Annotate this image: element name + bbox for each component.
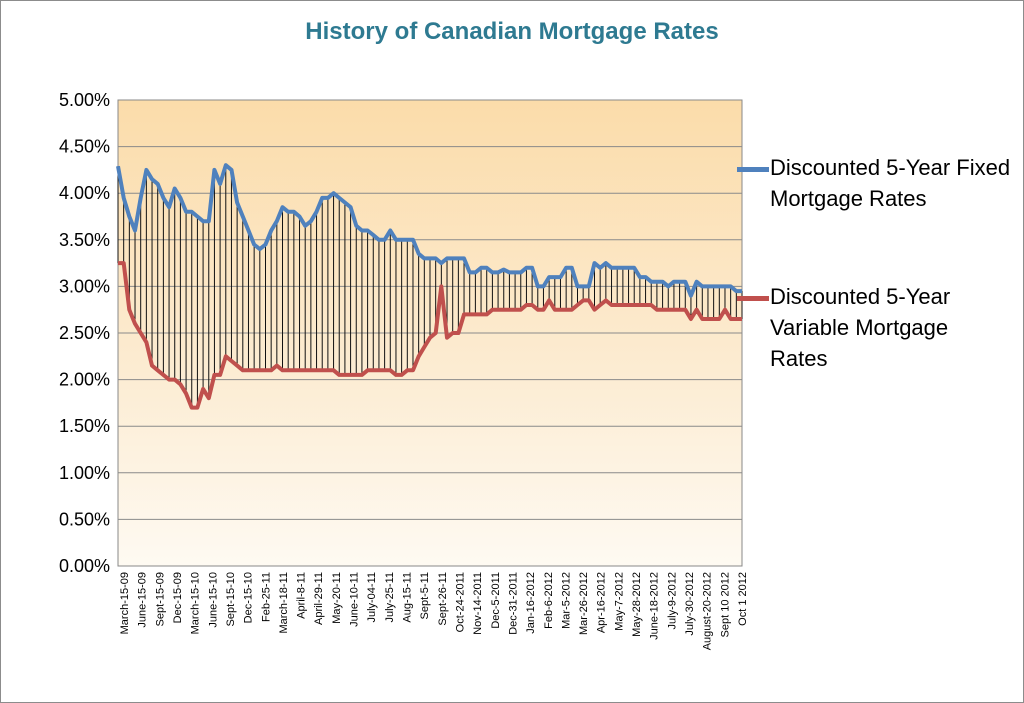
- x-tick-label: June-18-2012: [649, 572, 661, 640]
- x-tick-label: July-30-2012: [684, 572, 696, 636]
- x-tick-label: May-7-2012: [613, 572, 625, 631]
- x-tick-label: Sept-15-09: [154, 572, 166, 626]
- x-tick-label: Apr-16-2012: [596, 572, 608, 633]
- x-tick-label: Sept-15-10: [225, 572, 237, 626]
- x-tick-label: Sept 10 2012: [719, 572, 731, 637]
- chart-title: History of Canadian Mortgage Rates: [305, 18, 719, 45]
- x-tick-label: Feb-6-2012: [543, 572, 555, 629]
- y-tick-label: 2.50%: [59, 323, 110, 343]
- x-tick-label: August-20-2012: [702, 572, 714, 650]
- x-tick-label: Dec-15-09: [172, 572, 184, 623]
- series-line-fixed: [116, 163, 742, 298]
- x-tick-label: April-8-11: [296, 572, 308, 619]
- y-tick-label: 5.00%: [59, 90, 110, 110]
- legend-swatch-fixed: [737, 167, 769, 172]
- x-tick-label: Mar-26-2012: [578, 572, 590, 635]
- x-tick-label: Jan-16-2012: [525, 572, 537, 634]
- x-tick-label: March-18-11: [278, 572, 290, 634]
- y-tick-label: 1.00%: [59, 463, 110, 483]
- series-line-variable: [118, 261, 742, 410]
- y-tick-label: 4.50%: [59, 137, 110, 157]
- x-tick-label: Mar-5-2012: [560, 572, 572, 629]
- x-tick-label: May-20-11: [331, 572, 343, 624]
- x-tick-label: Sept-26-11: [437, 572, 449, 626]
- x-tick-label: Sept-5-11: [419, 572, 431, 620]
- legend-label-fixed: Discounted 5-Year Fixed Mortgage Rates: [770, 155, 1011, 211]
- y-tick-label: 1.50%: [59, 416, 110, 436]
- x-tick-label: June-10-11: [349, 572, 361, 627]
- x-tick-label: Oct-24-2011: [455, 572, 467, 632]
- y-tick-label: 4.00%: [59, 183, 110, 203]
- y-tick-label: 0.50%: [59, 509, 110, 529]
- y-tick-label: 0.00%: [59, 556, 110, 576]
- y-tick-label: 3.50%: [59, 230, 110, 250]
- x-tick-label: Aug-15-11: [402, 572, 414, 623]
- x-tick-label: July-9-2012: [666, 572, 678, 629]
- y-tick-label: 3.00%: [59, 276, 110, 296]
- y-tick-label: 2.00%: [59, 370, 110, 390]
- x-tick-label: Nov-14-2011: [472, 572, 484, 635]
- gridlines: [118, 99, 742, 520]
- x-axis-ticks: March-15-09 June-15-09 Sept-15-09 Dec-15-09…: [119, 572, 749, 650]
- x-tick-label: June-15-10: [207, 572, 219, 628]
- legend-swatch-variable: [737, 296, 769, 301]
- x-tick-label: Feb-25-11: [260, 572, 272, 622]
- x-tick-label: May-28-2012: [631, 572, 643, 637]
- x-tick-label: Dec-31-2011: [508, 572, 520, 635]
- legend-label-variable: Discounted 5-Year Variable Mortgage Rate…: [770, 284, 951, 371]
- x-tick-label: July-04-11: [366, 572, 378, 623]
- x-tick-label: Dec-5-2011: [490, 572, 502, 629]
- drop-lines: [117, 165, 743, 408]
- x-tick-label: Oct 1 2012: [737, 572, 749, 626]
- series-lines: [116, 163, 742, 410]
- x-tick-label: April-29-11: [313, 572, 325, 625]
- y-axis-ticks: 0.00% 0.50% 1.00% 1.50% 2.00% 2.50% 3.00% 3.50%…: [59, 90, 110, 576]
- x-tick-label: Dec-15-10: [243, 572, 255, 623]
- x-tick-label: March-15-10: [190, 572, 202, 634]
- x-tick-label: March-15-09: [119, 572, 131, 634]
- x-tick-label: July-25-11: [384, 572, 396, 623]
- x-tick-label: June-15-09: [137, 572, 149, 628]
